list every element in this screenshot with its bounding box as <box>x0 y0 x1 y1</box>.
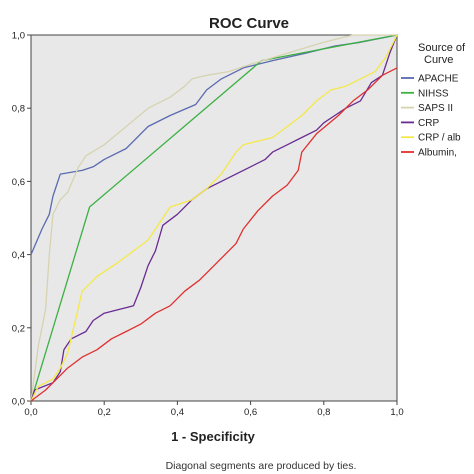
legend: Source of Curve APACHE NIHSS SAPS II CRP CRP… <box>401 42 466 159</box>
y-tick-label: 0,0 <box>12 397 25 408</box>
series-line-albumin <box>30 67 398 402</box>
y-axis-ticks: 0,0 0,2 0,4 0,6 0,8 1,0 <box>12 31 31 408</box>
y-tick-label: 1,0 <box>12 31 25 42</box>
x-tick-label: 0,0 <box>24 407 37 418</box>
x-tick-label: 0,2 <box>98 407 111 418</box>
plot-area <box>30 34 398 402</box>
series-lines <box>30 34 398 402</box>
y-tick-label: 0,6 <box>12 177 25 188</box>
x-axis-label: 1 - Specificity <box>171 429 256 444</box>
series-line-saps-ii <box>30 34 397 402</box>
legend-label-albumin: Albumin, <box>418 148 457 159</box>
x-axis-ticks: 0,0 0,2 0,4 0,6 0,8 1,0 <box>24 401 404 418</box>
series-line-apache <box>30 34 398 255</box>
legend-label-nihss: NIHSS <box>418 88 449 99</box>
legend-title-line-1: Source of <box>418 42 466 54</box>
x-tick-label: 1,0 <box>390 407 403 418</box>
x-tick-label: 0,6 <box>244 407 257 418</box>
legend-label-crp-alb: CRP / alb <box>418 133 461 144</box>
legend-label-saps-ii: SAPS II <box>418 103 453 114</box>
x-tick-label: 0,8 <box>317 407 330 418</box>
x-tick-label: 0,4 <box>171 407 184 418</box>
legend-label-apache: APACHE <box>418 74 459 85</box>
legend-label-crp: CRP <box>418 118 439 129</box>
y-tick-label: 0,8 <box>12 104 25 115</box>
series-line-nihss <box>30 34 398 402</box>
legend-title-line-2: Curve <box>424 54 453 66</box>
series-line-crp-alb <box>30 34 398 402</box>
y-tick-label: 0,2 <box>12 323 25 334</box>
chart-title: ROC Curve <box>209 15 289 32</box>
footnote: Diagonal segments are produced by ties. <box>166 460 357 472</box>
y-tick-label: 0,4 <box>12 250 25 261</box>
